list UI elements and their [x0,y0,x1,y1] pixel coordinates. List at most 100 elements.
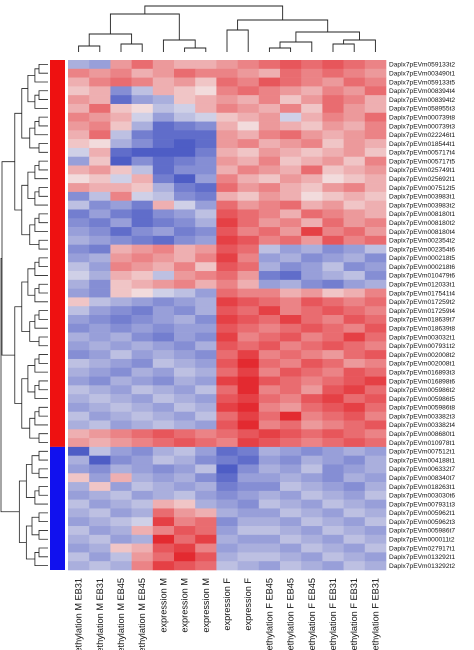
heatmap-cell [237,86,260,96]
heatmap-cell [343,218,366,228]
row-dendrogram-branch [34,94,48,109]
heatmap-cell [195,464,217,474]
heatmap-cell [131,139,154,149]
heatmap-cell [237,156,260,166]
heatmap-cell [174,482,196,492]
heatmap-cell [364,112,387,122]
heatmap-cell [322,253,344,263]
heatmap-cell [237,95,260,105]
row-label: Daplx7pEVm058955t3 [389,106,455,113]
column-label: expression F [243,578,253,631]
heatmap-cell [301,191,323,201]
heatmap-cell [89,60,111,70]
heatmap-cell [237,306,260,316]
heatmap-cell [89,561,111,571]
heatmap-cell [195,490,217,500]
heatmap-cell [131,367,154,377]
heatmap-cell [258,455,281,465]
row-dendrogram-branch [38,512,48,523]
heatmap-cell [89,271,111,281]
heatmap-cell [131,420,154,430]
heatmap-cell [216,315,238,325]
heatmap-cell [364,561,387,571]
heatmap-cell [174,235,196,245]
heatmap-cell [301,262,323,272]
heatmap-cell [343,183,366,193]
heatmap-cell [364,455,387,465]
heatmap-cell [174,209,196,219]
heatmap-cell [216,517,238,527]
heatmap-cell [152,402,175,413]
heatmap-cell [322,112,344,122]
heatmap-cell [364,297,387,307]
heatmap-cell [131,438,154,448]
heatmap-cell [68,534,90,544]
heatmap-cell [195,95,217,105]
heatmap-cell [110,367,132,377]
heatmap-cell [301,420,323,430]
heatmap-cell [174,112,196,122]
heatmap-cell [237,60,260,70]
heatmap-cell [195,411,217,421]
row-dendrogram-branch [14,306,22,404]
column-label: methylation F EB31 [349,578,359,650]
heatmap-cell [174,68,196,78]
heatmap-cell [364,218,387,228]
heatmap-cell [280,350,302,360]
heatmap-cell [89,174,111,184]
column-label: expression M [158,578,168,633]
heatmap-cell [216,438,238,448]
heatmap-cell [364,332,387,342]
row-dendrogram-branch [27,268,35,296]
heatmap-cell [343,174,366,184]
heatmap-cell [322,517,344,527]
heatmap-cell [174,103,196,114]
heatmap-cell [152,315,175,325]
heatmap-cell [322,446,344,456]
heatmap-cell [110,464,132,474]
row-label: Daplx7pEVm002354t2 [389,238,455,245]
heatmap-cell [237,455,260,465]
heatmap-cell [258,183,281,193]
heatmap-cell [68,429,90,439]
heatmap-cell [322,60,344,70]
heatmap-cell [301,332,323,342]
heatmap-cell [237,147,260,158]
heatmap-cell [280,86,302,96]
row-label: Daplx7pEVm007512t5 [389,185,455,192]
row-dendrogram-branch [38,486,48,496]
heatmap-cell [110,411,132,421]
heatmap-cell [195,68,217,78]
column-dendrogram [78,5,376,52]
row-label: Daplx7pEVm003983t2 [389,202,455,209]
heatmap-cell [280,376,302,386]
heatmap-cell [216,288,238,298]
heatmap-cell [152,350,175,360]
heatmap-cell [237,279,260,289]
row-label: Daplx7pEVm008680t1 [389,431,455,438]
heatmap-cell [364,526,387,536]
heatmap-cell [237,200,260,210]
heatmap-cell [89,253,111,263]
heatmap-cell [237,112,260,122]
heatmap-cell [195,279,217,289]
heatmap-cell [152,306,175,316]
heatmap-cell [68,526,90,536]
heatmap-cell [364,323,387,333]
row-dendrogram-branch [38,257,48,268]
heatmap-cell [237,139,260,149]
heatmap-cell [174,438,196,448]
heatmap-cell [216,385,238,395]
heatmap-cell [280,121,302,131]
heatmap-cell [68,156,90,166]
heatmap-cell [237,183,260,193]
heatmap-cell [68,244,90,254]
heatmap-cell [89,235,111,245]
heatmap-cell [131,183,154,193]
heatmap-cell [322,279,344,289]
heatmap-cell [152,95,175,105]
heatmap-cell [216,174,238,184]
row-group-color-bar [50,60,65,570]
heatmap-cell [131,86,154,96]
heatmap-cell [89,499,111,509]
